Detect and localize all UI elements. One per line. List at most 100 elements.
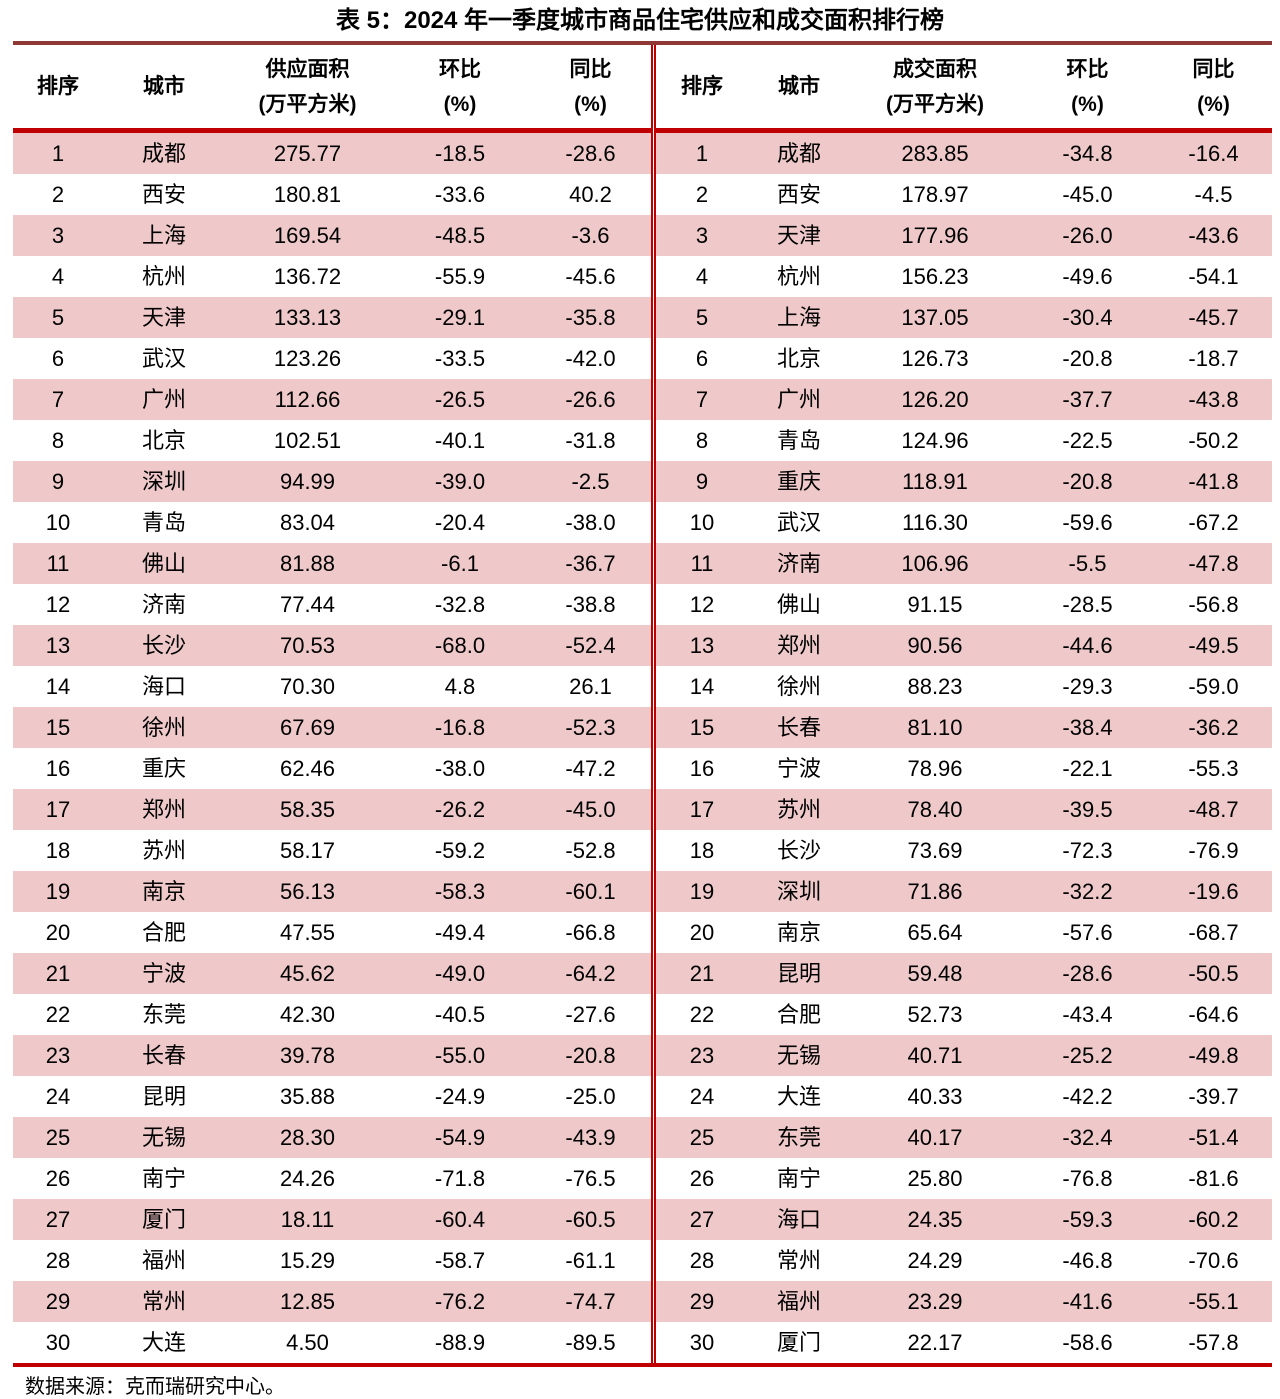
- area-cell: 67.69: [225, 707, 390, 748]
- supply-table-body: 1 成都 275.77 -18.5 -28.6 2 西安 180.81 -33.6 40.2 3 上海…: [13, 130, 651, 1363]
- mom-cell: -28.5: [1020, 584, 1155, 625]
- area-cell: 106.96: [850, 543, 1020, 584]
- area-cell: 35.88: [225, 1076, 390, 1117]
- yoy-cell: -59.0: [1155, 666, 1272, 707]
- city-cell: 广州: [748, 379, 850, 420]
- yoy-cell: -52.3: [530, 707, 651, 748]
- rank-cell: 23: [13, 1035, 103, 1076]
- city-cell: 天津: [748, 215, 850, 256]
- area-cell: 283.85: [850, 130, 1020, 174]
- yoy-cell: -41.8: [1155, 461, 1272, 502]
- mom-cell: -45.0: [1020, 174, 1155, 215]
- rank-cell: 19: [656, 871, 748, 912]
- data-source-note: 数据来源：克而瑞研究中心。: [25, 1376, 285, 1398]
- rank-cell: 15: [13, 707, 103, 748]
- city-cell: 上海: [103, 215, 225, 256]
- supply-table: 排序 城市 供应面积 (万平方米) 环比 (%) 同比 (%): [13, 45, 651, 1363]
- mom-cell: -49.0: [390, 953, 530, 994]
- city-cell: 宁波: [748, 748, 850, 789]
- table-row: 28 常州 24.29 -46.8 -70.6: [656, 1240, 1272, 1281]
- yoy-cell: -76.5: [530, 1158, 651, 1199]
- yoy-cell: -45.0: [530, 789, 651, 830]
- mom-cell: -59.6: [1020, 502, 1155, 543]
- city-cell: 长沙: [748, 830, 850, 871]
- col-header-city: 城市: [103, 45, 225, 133]
- yoy-cell: -70.6: [1155, 1240, 1272, 1281]
- table-row: 22 东莞 42.30 -40.5 -27.6: [13, 994, 651, 1035]
- area-cell: 73.69: [850, 830, 1020, 871]
- city-cell: 常州: [103, 1281, 225, 1322]
- rank-cell: 15: [656, 707, 748, 748]
- yoy-cell: -18.7: [1155, 338, 1272, 379]
- table-row: 19 南京 56.13 -58.3 -60.1: [13, 871, 651, 912]
- mom-cell: -34.8: [1020, 130, 1155, 174]
- table-row: 10 青岛 83.04 -20.4 -38.0: [13, 502, 651, 543]
- yoy-cell: -50.5: [1155, 953, 1272, 994]
- mom-cell: 4.8: [390, 666, 530, 707]
- mom-cell: -32.8: [390, 584, 530, 625]
- mom-cell: -29.1: [390, 297, 530, 338]
- city-cell: 深圳: [103, 461, 225, 502]
- area-cell: 81.88: [225, 543, 390, 584]
- table-row: 17 郑州 58.35 -26.2 -45.0: [13, 789, 651, 830]
- area-cell: 58.17: [225, 830, 390, 871]
- mom-cell: -39.0: [390, 461, 530, 502]
- table-row: 8 北京 102.51 -40.1 -31.8: [13, 420, 651, 461]
- mom-cell: -26.5: [390, 379, 530, 420]
- area-cell: 42.30: [225, 994, 390, 1035]
- city-cell: 上海: [748, 297, 850, 338]
- rank-cell: 2: [656, 174, 748, 215]
- area-cell: 40.17: [850, 1117, 1020, 1158]
- area-cell: 78.96: [850, 748, 1020, 789]
- rank-cell: 22: [656, 994, 748, 1035]
- table-row: 27 海口 24.35 -59.3 -60.2: [656, 1199, 1272, 1240]
- table-row: 13 郑州 90.56 -44.6 -49.5: [656, 625, 1272, 666]
- table-row: 9 重庆 118.91 -20.8 -41.8: [656, 461, 1272, 502]
- table-row: 30 厦门 22.17 -58.6 -57.8: [656, 1322, 1272, 1363]
- mom-cell: -57.6: [1020, 912, 1155, 953]
- rank-cell: 10: [656, 502, 748, 543]
- yoy-cell: -89.5: [530, 1322, 651, 1363]
- rank-cell: 10: [13, 502, 103, 543]
- city-cell: 徐州: [103, 707, 225, 748]
- table-row: 7 广州 126.20 -37.7 -43.8: [656, 379, 1272, 420]
- area-cell: 123.26: [225, 338, 390, 379]
- yoy-cell: -61.1: [530, 1240, 651, 1281]
- yoy-cell: -81.6: [1155, 1158, 1272, 1199]
- area-cell: 70.53: [225, 625, 390, 666]
- area-cell: 70.30: [225, 666, 390, 707]
- city-cell: 苏州: [748, 789, 850, 830]
- table-row: 2 西安 178.97 -45.0 -4.5: [656, 174, 1272, 215]
- transaction-table-body: 1 成都 283.85 -34.8 -16.4 2 西安 178.97 -45.0 -4.5 3 天津…: [656, 130, 1272, 1363]
- table-row: 14 徐州 88.23 -29.3 -59.0: [656, 666, 1272, 707]
- table-row: 19 深圳 71.86 -32.2 -19.6: [656, 871, 1272, 912]
- yoy-cell: -38.0: [530, 502, 651, 543]
- table-row: 24 昆明 35.88 -24.9 -25.0: [13, 1076, 651, 1117]
- area-cell: 177.96: [850, 215, 1020, 256]
- area-cell: 126.20: [850, 379, 1020, 420]
- city-cell: 重庆: [103, 748, 225, 789]
- table-row: 3 上海 169.54 -48.5 -3.6: [13, 215, 651, 256]
- mom-cell: -28.6: [1020, 953, 1155, 994]
- table-row: 15 长春 81.10 -38.4 -36.2: [656, 707, 1272, 748]
- city-cell: 济南: [103, 584, 225, 625]
- rank-cell: 26: [656, 1158, 748, 1199]
- rank-cell: 23: [656, 1035, 748, 1076]
- mom-cell: -58.7: [390, 1240, 530, 1281]
- city-cell: 海口: [103, 666, 225, 707]
- yoy-cell: -57.8: [1155, 1322, 1272, 1363]
- mom-cell: -54.9: [390, 1117, 530, 1158]
- col-header-mom: 环比 (%): [1020, 45, 1155, 133]
- page-title: 表 5：2024 年一季度城市商品住宅供应和成交面积排行榜: [335, 7, 945, 34]
- transaction-table: 排序 城市 成交面积 (万平方米) 环比 (%) 同比 (%): [656, 45, 1272, 1363]
- rank-cell: 8: [656, 420, 748, 461]
- yoy-cell: -55.1: [1155, 1281, 1272, 1322]
- mom-cell: -6.1: [390, 543, 530, 584]
- yoy-cell: -42.0: [530, 338, 651, 379]
- mom-cell: -76.8: [1020, 1158, 1155, 1199]
- yoy-cell: -39.7: [1155, 1076, 1272, 1117]
- table-row: 25 东莞 40.17 -32.4 -51.4: [656, 1117, 1272, 1158]
- area-cell: 178.97: [850, 174, 1020, 215]
- area-cell: 4.50: [225, 1322, 390, 1363]
- area-cell: 118.91: [850, 461, 1020, 502]
